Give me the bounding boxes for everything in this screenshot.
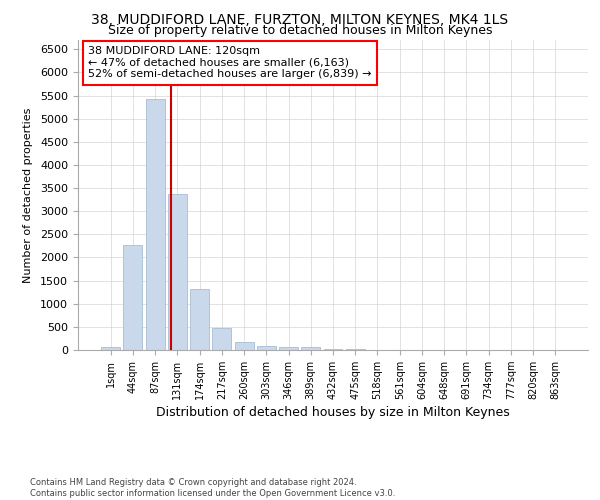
X-axis label: Distribution of detached houses by size in Milton Keynes: Distribution of detached houses by size … — [156, 406, 510, 419]
Bar — [301, 348, 320, 350]
Bar — [146, 99, 164, 350]
Text: 38, MUDDIFORD LANE, FURZTON, MILTON KEYNES, MK4 1LS: 38, MUDDIFORD LANE, FURZTON, MILTON KEYN… — [91, 12, 509, 26]
Y-axis label: Number of detached properties: Number of detached properties — [23, 108, 33, 282]
Bar — [346, 349, 365, 350]
Bar — [124, 244, 142, 350]
Bar — [279, 348, 298, 350]
Bar — [101, 346, 120, 350]
Bar — [212, 328, 231, 350]
Bar — [235, 342, 254, 350]
Text: 38 MUDDIFORD LANE: 120sqm
← 47% of detached houses are smaller (6,163)
52% of se: 38 MUDDIFORD LANE: 120sqm ← 47% of detac… — [88, 46, 372, 80]
Text: Size of property relative to detached houses in Milton Keynes: Size of property relative to detached ho… — [108, 24, 492, 37]
Bar — [323, 348, 343, 350]
Bar — [257, 346, 276, 350]
Bar — [168, 194, 187, 350]
Bar — [190, 289, 209, 350]
Text: Contains HM Land Registry data © Crown copyright and database right 2024.
Contai: Contains HM Land Registry data © Crown c… — [30, 478, 395, 498]
